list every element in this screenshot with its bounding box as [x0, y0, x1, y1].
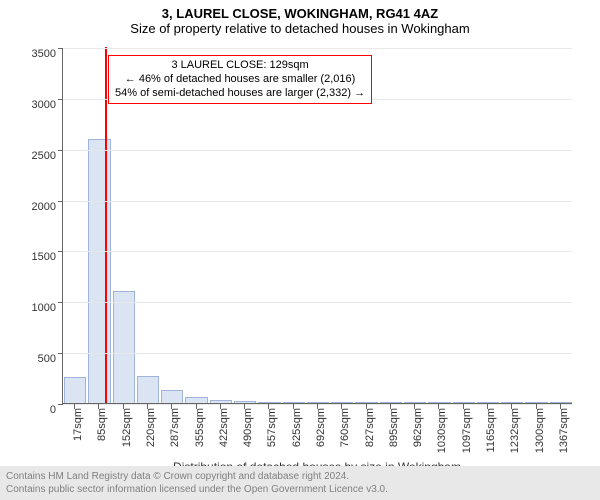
ytick-mark	[58, 150, 63, 151]
xtick-label: 85sqm	[96, 408, 108, 441]
footer-attribution: Contains HM Land Registry data © Crown c…	[0, 466, 600, 500]
ytick-mark	[58, 99, 63, 100]
xtick-label: 962sqm	[412, 408, 424, 447]
ytick-mark	[58, 48, 63, 49]
xtick-label: 1030sqm	[436, 408, 448, 453]
page-title: 3, LAUREL CLOSE, WOKINGHAM, RG41 4AZ	[0, 6, 600, 21]
annotation-callout: 3 LAUREL CLOSE: 129sqm← 46% of detached …	[108, 55, 372, 104]
xtick-label: 557sqm	[266, 408, 278, 447]
footer-line-1: Contains HM Land Registry data © Crown c…	[6, 470, 594, 483]
xtick-label: 895sqm	[388, 408, 400, 447]
chart-header: 3, LAUREL CLOSE, WOKINGHAM, RG41 4AZ Siz…	[0, 0, 600, 36]
histogram-bar	[355, 402, 377, 403]
ytick-mark	[58, 251, 63, 252]
xtick-label: 692sqm	[315, 408, 327, 447]
xtick-label: 625sqm	[291, 408, 303, 447]
xtick-label: 1300sqm	[534, 408, 546, 453]
xtick-label: 490sqm	[242, 408, 254, 447]
xtick-label: 1097sqm	[461, 408, 473, 453]
histogram-bar	[501, 402, 523, 403]
ytick-mark	[58, 353, 63, 354]
xtick-label: 17sqm	[72, 408, 84, 441]
histogram-bar	[550, 402, 572, 403]
histogram-bar	[161, 390, 183, 403]
xtick-label: 220sqm	[145, 408, 157, 447]
ytick-label: 2000	[16, 201, 56, 213]
footer-line-2: Contains public sector information licen…	[6, 483, 594, 496]
xtick-label: 827sqm	[364, 408, 376, 447]
histogram-bar	[331, 402, 353, 403]
histogram-bar	[258, 402, 280, 403]
histogram-bar	[404, 402, 426, 403]
xtick-label: 1165sqm	[485, 408, 497, 452]
annotation-line: 3 LAUREL CLOSE: 129sqm	[115, 59, 365, 73]
histogram-bar	[137, 376, 159, 403]
xtick-label: 287sqm	[169, 408, 181, 447]
xtick-label: 1367sqm	[558, 408, 570, 453]
ytick-mark	[58, 302, 63, 303]
annotation-line: 54% of semi-detached houses are larger (…	[115, 87, 365, 101]
xtick-label: 422sqm	[218, 408, 230, 447]
histogram-bar	[453, 402, 475, 403]
ytick-label: 1500	[16, 251, 56, 263]
histogram-bar	[428, 402, 450, 403]
ytick-label: 1000	[16, 302, 56, 314]
page-subtitle: Size of property relative to detached ho…	[0, 21, 600, 36]
histogram-bar	[64, 377, 86, 403]
xtick-label: 1232sqm	[509, 408, 521, 453]
histogram-bar	[477, 402, 499, 403]
ytick-label: 500	[16, 353, 56, 365]
histogram-bar	[380, 402, 402, 403]
xtick-label: 760sqm	[339, 408, 351, 447]
ytick-label: 3500	[16, 48, 56, 60]
histogram-bar	[283, 402, 305, 403]
histogram-bar	[113, 291, 135, 403]
xtick-label: 355sqm	[194, 408, 206, 447]
ytick-mark	[58, 404, 63, 405]
ytick-label: 0	[16, 404, 56, 416]
ytick-mark	[58, 201, 63, 202]
histogram-bar	[185, 397, 207, 403]
ytick-label: 3000	[16, 99, 56, 111]
histogram-bar	[525, 402, 547, 403]
ytick-label: 2500	[16, 150, 56, 162]
histogram-bar	[210, 400, 232, 403]
xtick-label: 152sqm	[121, 408, 133, 447]
annotation-line: ← 46% of detached houses are smaller (2,…	[115, 73, 365, 87]
histogram-bar	[307, 402, 329, 403]
histogram-bar	[234, 401, 256, 403]
